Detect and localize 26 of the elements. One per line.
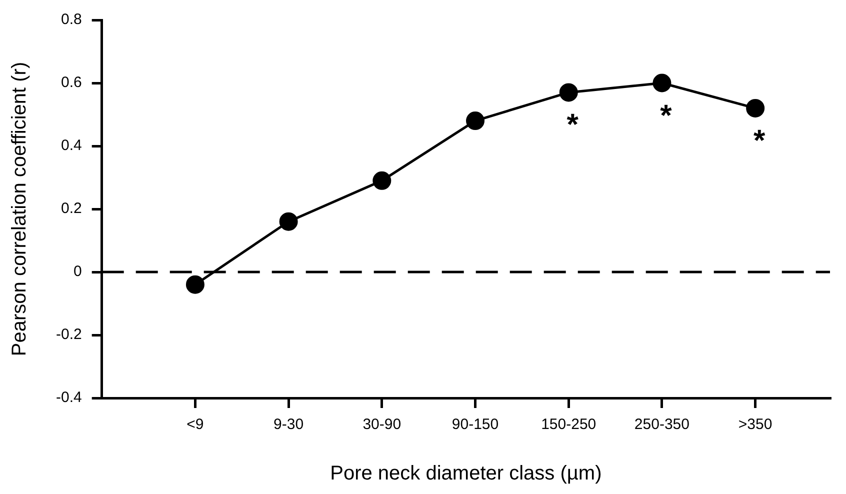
point <box>652 74 672 92</box>
annotation: * <box>566 108 579 142</box>
point <box>372 171 392 190</box>
annotation: * <box>753 124 766 158</box>
point <box>279 212 298 231</box>
annotation: * <box>660 99 672 132</box>
y-tick-label: 0.4 <box>60 137 82 154</box>
y-tick-label: -0.4 <box>56 389 82 406</box>
y-axis-title: Pearson correlation coefficient (r) <box>8 62 31 356</box>
y-tick-label: 0.2 <box>60 200 82 218</box>
point <box>186 275 204 294</box>
y-tick-label: 0.8 <box>60 11 82 28</box>
x-tick-label: >350 <box>738 416 772 434</box>
point <box>559 83 578 102</box>
point <box>746 98 765 118</box>
y-tick-label: 0 <box>74 263 82 280</box>
x-tick-label: 250-350 <box>634 416 690 434</box>
x-tick-label: 30-90 <box>362 416 402 434</box>
x-axis-title: Pore neck diameter class (µm) <box>330 462 602 485</box>
point <box>466 112 485 130</box>
y-tick-label: 0.6 <box>60 74 82 92</box>
x-tick-label: 9-30 <box>274 416 304 434</box>
x-tick-label: 90-150 <box>452 416 499 434</box>
x-tick-label: 150-250 <box>541 416 596 434</box>
x-tick-label: <9 <box>186 416 204 434</box>
y-tick-label: -0.2 <box>56 326 82 344</box>
